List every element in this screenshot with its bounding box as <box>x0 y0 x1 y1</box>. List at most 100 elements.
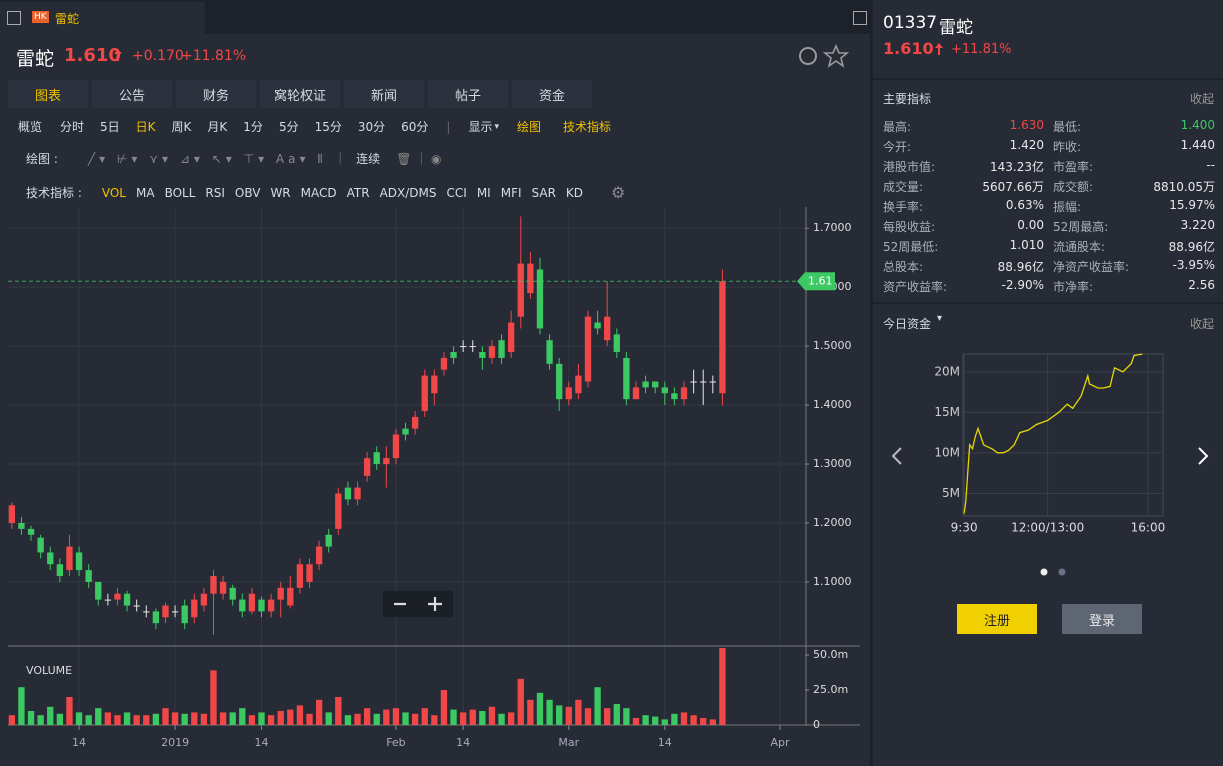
period[interactable]: 60分 <box>401 120 429 134</box>
indicator[interactable]: MI <box>476 185 491 200</box>
volume-bar <box>450 709 457 725</box>
period[interactable]: 5分 <box>278 120 299 134</box>
display-menu[interactable]: 显示 <box>468 120 493 134</box>
tool-icons[interactable]: ╱▾ ⊬▾ ⋎▾ ⊿▾ ↖▾ ⊤▾ Aa▾ ⫴ ｜ <box>87 152 351 166</box>
candle-body <box>536 269 544 329</box>
draw-button[interactable]: 绘图 <box>517 120 542 134</box>
tab[interactable]: 资金 <box>512 80 592 108</box>
volume-bar <box>507 712 515 725</box>
collapse[interactable]: 收起 <box>1190 317 1215 331</box>
metric-label: 成交额: <box>1053 180 1094 194</box>
zoom-control[interactable] <box>383 591 453 617</box>
indicator[interactable]: ADX/DMS <box>379 185 437 200</box>
indicator-button[interactable]: 技术指标 <box>563 120 612 134</box>
x-tick-label: Apr <box>771 736 791 749</box>
register-button[interactable]: 注册 <box>957 604 1037 634</box>
sidebar: 01337 雷蛇 1.610 +11.81% 主要指标 收起 最高: 1.630 最… <box>873 0 1223 766</box>
indicator-row: 技术指标 : VOL MA BOLL RSI OBV WR MACD ATR ADX/DMS CCI… <box>8 183 625 202</box>
header-icons[interactable] <box>796 44 860 68</box>
panel-icon[interactable] <box>7 11 21 25</box>
stock-tab[interactable]: HK 雷蛇 <box>0 2 205 34</box>
period[interactable]: 15分 <box>314 120 342 134</box>
tab[interactable]: 窝轮权证 <box>260 80 340 108</box>
volume-bar <box>527 699 534 725</box>
candle-body <box>344 487 352 500</box>
indicator[interactable]: WR <box>270 185 291 200</box>
candle-body <box>517 263 524 317</box>
volume-title: VOLUME <box>26 664 72 677</box>
volume-bar <box>133 715 140 725</box>
tool-icons[interactable]: 🗑 ｜ ◉ <box>396 152 442 166</box>
tab[interactable]: 图表 <box>8 80 88 108</box>
settings-icon[interactable]: ⚙ <box>611 183 626 202</box>
name: 雷蛇 <box>939 18 973 38</box>
continuous[interactable]: 连续 <box>356 152 381 166</box>
candle-body <box>709 381 716 383</box>
indicator[interactable]: MFI <box>500 185 522 200</box>
candle-body <box>546 340 553 364</box>
stock-name: 雷蛇 <box>16 48 55 70</box>
volume-bar <box>104 712 112 725</box>
candle-body <box>527 263 534 294</box>
indicator[interactable]: OBV <box>234 185 261 200</box>
candle-body <box>315 546 323 565</box>
period[interactable]: 1分 <box>243 120 263 134</box>
tab[interactable]: 新闻 <box>344 80 424 108</box>
indicator[interactable]: VOL <box>101 185 126 200</box>
volume-bar <box>248 715 256 725</box>
metric-value: 0.63% <box>1005 198 1044 212</box>
candle-body <box>440 357 448 370</box>
tab[interactable]: 公告 <box>92 80 172 108</box>
indicator[interactable]: ATR <box>346 185 370 200</box>
period[interactable]: 30分 <box>357 120 386 134</box>
volume-bar <box>363 708 371 725</box>
period[interactable]: 周K <box>171 120 192 134</box>
volume-bar <box>18 687 25 725</box>
period[interactable]: 5日 <box>100 120 120 134</box>
metric-value: 8810.05万 <box>1153 180 1215 194</box>
dropdown[interactable]: ▾ <box>494 121 500 132</box>
login-button[interactable]: 登录 <box>1062 604 1142 634</box>
indicator[interactable]: MA <box>136 185 155 200</box>
indicator[interactable]: BOLL <box>164 185 196 200</box>
period[interactable]: 分时 <box>60 120 85 134</box>
y-tick-label: 50.0m <box>813 648 848 661</box>
indicator[interactable]: CCI <box>446 185 467 200</box>
collapse[interactable]: 收起 <box>1190 92 1215 106</box>
metric-value: 143.23亿 <box>990 160 1044 174</box>
volume-bar <box>604 708 611 725</box>
volume-bar <box>431 715 438 725</box>
candle-body <box>383 458 390 465</box>
volume-bar <box>479 711 486 725</box>
volume-bar <box>66 697 73 725</box>
period[interactable]: 概览 <box>18 120 43 134</box>
volume-bar <box>488 706 496 725</box>
indicator[interactable]: MACD <box>300 185 337 200</box>
indicator[interactable]: KD <box>565 185 584 200</box>
pager-dots[interactable] <box>1038 566 1068 578</box>
zoom-icons[interactable] <box>394 597 442 611</box>
volume-bar <box>421 708 428 725</box>
candle-body <box>652 381 659 388</box>
tab[interactable]: 帖子 <box>428 80 508 108</box>
tab-row: 图表 公告 财务 窝轮权证 新闻 帖子 资金 <box>8 80 596 108</box>
candle-body <box>719 281 726 394</box>
indicator[interactable]: RSI <box>205 185 225 200</box>
last-price-label: 1.61 <box>808 274 833 287</box>
metric-label: 最低: <box>1053 120 1082 134</box>
period[interactable]: 月K <box>207 120 228 134</box>
panel-icon[interactable] <box>853 11 867 25</box>
volume-bar <box>613 704 620 725</box>
pager-arrows[interactable] <box>889 440 1209 480</box>
x-tick-label: 14 <box>255 736 269 749</box>
dropdown[interactable]: ▾ <box>937 313 943 324</box>
indicator[interactable]: SAR <box>531 185 556 200</box>
y-tick-label: 20M <box>934 364 960 378</box>
volume-bar <box>661 719 668 725</box>
volume-bar <box>229 712 236 725</box>
tab[interactable]: 财务 <box>176 80 256 108</box>
candle-body <box>191 599 198 618</box>
funds-title[interactable]: 今日资金 <box>883 317 932 331</box>
period[interactable]: 日K <box>135 120 156 134</box>
price: 1.610 <box>883 39 934 58</box>
